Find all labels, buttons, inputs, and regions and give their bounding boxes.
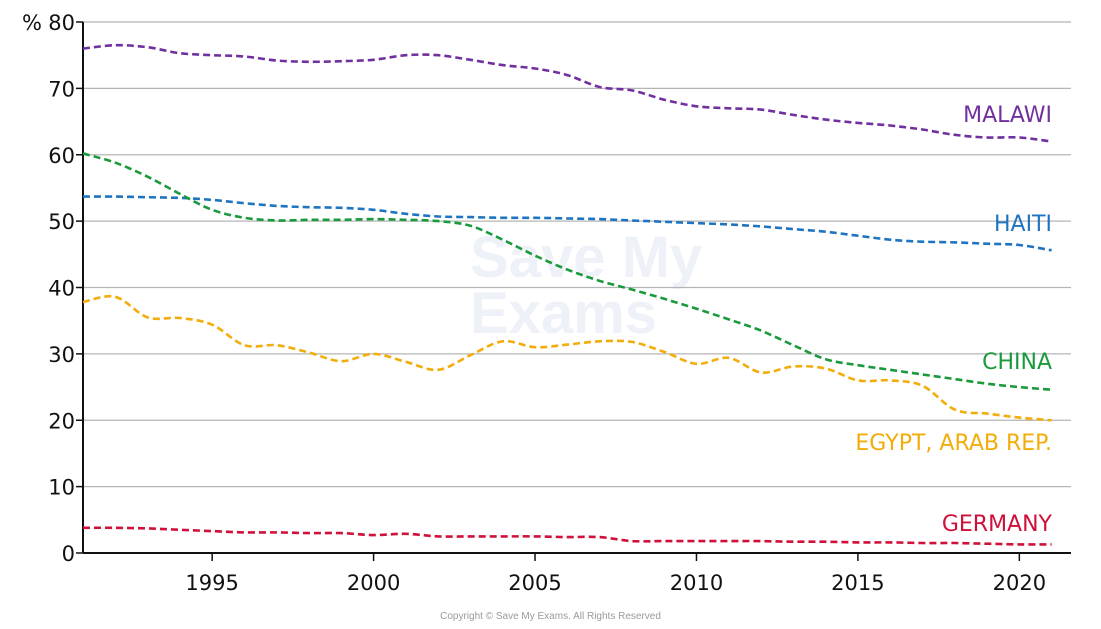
series-label-malawi: MALAWI <box>963 103 1052 128</box>
y-tick-label-0: 0 <box>62 542 75 566</box>
series-line-germany <box>82 526 1052 546</box>
watermark: Save My Exams <box>470 225 703 346</box>
y-tick-label-70: 70 <box>48 77 75 101</box>
y-tick-label-10: 10 <box>48 476 75 500</box>
y-tick-label-50: 50 <box>48 210 75 234</box>
watermark-line-1: Save My <box>470 225 703 290</box>
x-tick-label-2005: 2005 <box>508 571 561 595</box>
copyright-notice: Copyright © Save My Exams. All Rights Re… <box>440 611 661 622</box>
series-labels: MALAWI HAITI CHINA EGYPT, ARAB REP. GERMANY <box>855 103 1052 537</box>
x-tick-label-2015: 2015 <box>831 571 884 595</box>
gridlines <box>83 21 1071 488</box>
series-label-germany: GERMANY <box>942 512 1053 537</box>
x-tick-label-1995: 1995 <box>185 571 238 595</box>
series-label-egypt-arab-rep: EGYPT, ARAB REP. <box>855 431 1052 456</box>
y-tick-label-40: 40 <box>48 277 75 301</box>
y-tick-label-20: 20 <box>48 409 75 433</box>
y-tick-label-30: 30 <box>48 343 75 367</box>
series-line-egypt-arab-rep <box>82 294 1052 422</box>
y-tick-label-60: 60 <box>48 144 75 168</box>
y-axis-unit-label: % <box>22 11 42 35</box>
x-tick-label-2020: 2020 <box>993 571 1046 595</box>
series-line-malawi <box>82 43 1052 143</box>
series-line-haiti <box>82 195 1052 252</box>
series-label-china: CHINA <box>982 350 1052 375</box>
y-tick-label-80: 80 <box>48 11 75 35</box>
x-tick-label-2000: 2000 <box>347 571 400 595</box>
series-lines <box>82 43 1052 546</box>
series-label-haiti: HAITI <box>994 212 1052 237</box>
series-line-china <box>82 152 1052 391</box>
axis-ticks: 0 10 20 30 40 50 60 70 80 1995 2000 2005 2010 2015 202… <box>48 11 1046 595</box>
watermark-line-2: Exams <box>470 281 658 346</box>
x-tick-label-2010: 2010 <box>670 571 723 595</box>
